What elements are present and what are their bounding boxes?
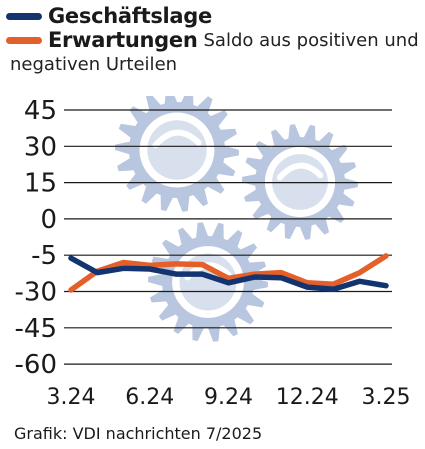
x-tick-label: 6.24 [125, 385, 174, 410]
legend-label-geschaeftslage: Geschäftslage [48, 4, 212, 28]
x-tick-label: 9.24 [204, 385, 253, 410]
gear-highlight [276, 162, 324, 181]
y-tick-label: -60 [15, 350, 57, 380]
y-tick-label: -30 [15, 278, 57, 308]
y-tick-label: -5 [31, 241, 57, 271]
gear-highlight [152, 129, 202, 149]
gear-bottom [148, 222, 268, 342]
grid-lines [64, 109, 392, 365]
legend: Geschäftslage Erwartungen Saldo aus posi… [6, 4, 421, 75]
gear-center [147, 120, 207, 180]
y-tick-label: 30 [24, 132, 57, 162]
y-tick-label: 0 [40, 205, 57, 235]
x-tick-label: 3.24 [47, 385, 96, 410]
x-tick-labels: 3.24 6.24 9.24 12.24 3.25 [47, 385, 411, 410]
legend-note-line2: negativen Urteilen [10, 54, 178, 75]
legend-swatch-navy [6, 12, 42, 20]
y-tick-label: 15 [24, 169, 57, 199]
legend-note: Saldo aus positiven und [203, 29, 419, 51]
legend-swatch-orange [6, 36, 42, 44]
y-tick-label: 45 [24, 96, 57, 126]
series-lines [68, 253, 389, 293]
y-tick-label: -45 [15, 314, 57, 344]
legend-label-erwartungen: Erwartungen [48, 28, 198, 52]
x-tick-label: 12.24 [276, 385, 339, 410]
line-chart: 45 30 15 0 -5 -30 -45 -60 3.24 6.24 9.24 12.24 3.25 [15, 96, 411, 410]
legend-row-geschaeftslage: Geschäftslage [6, 4, 421, 28]
y-tick-labels: 45 30 15 0 -5 -30 -45 -60 [15, 96, 57, 380]
x-tick-label: 3.25 [362, 385, 411, 410]
credit-text: Grafik: VDI nachrichten 7/2025 [14, 424, 263, 443]
gear-top-left [115, 96, 239, 212]
legend-row-erwartungen: Erwartungen Saldo aus positiven und [6, 28, 421, 52]
